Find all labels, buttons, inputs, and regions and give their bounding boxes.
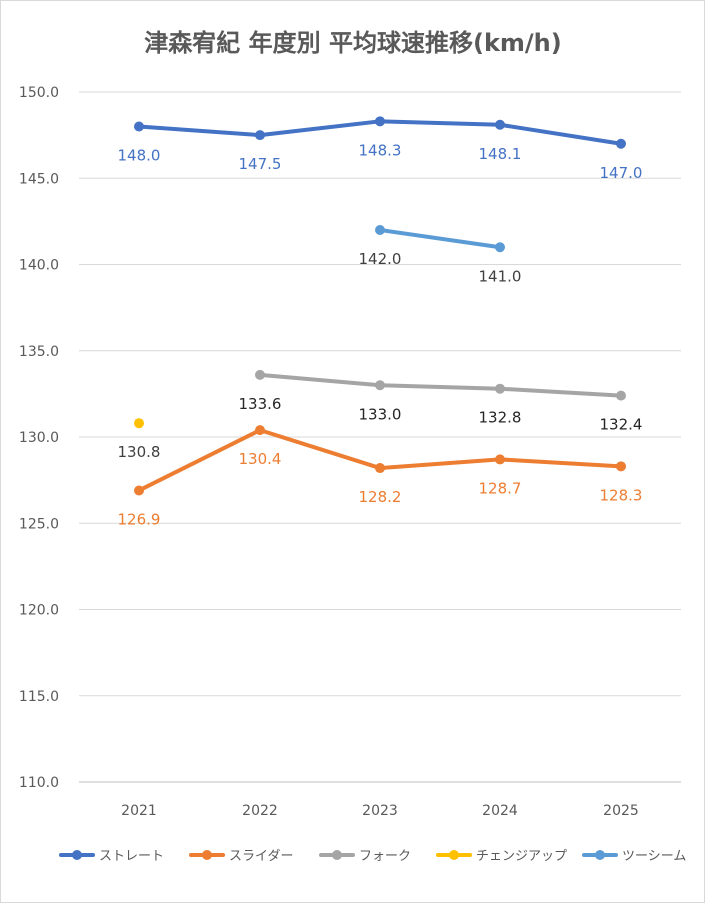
y-tick-label: 110.0: [19, 775, 59, 791]
data-point: [134, 418, 144, 429]
data-label: 128.3: [600, 486, 643, 504]
data-label: 130.4: [239, 450, 282, 468]
data-label: 128.7: [479, 479, 522, 497]
legend-label: ストレート: [99, 849, 164, 864]
legend-label: ツーシーム: [622, 849, 686, 864]
data-label: 126.9: [118, 510, 161, 528]
series-3: [134, 418, 144, 429]
data-point: [616, 138, 626, 149]
gridlines: [79, 91, 681, 783]
data-label: 148.1: [479, 145, 522, 163]
x-tick-label: 2022: [242, 803, 278, 819]
series-line-segment: [258, 119, 382, 138]
data-label: 147.0: [600, 164, 643, 182]
data-label: 133.0: [359, 405, 402, 423]
legend-swatch-marker: [332, 850, 342, 860]
series-line-segment: [378, 228, 502, 250]
data-label: 130.8: [118, 443, 161, 461]
series-line-segment: [258, 428, 382, 471]
y-tick-label: 150.0: [19, 85, 59, 101]
data-point: [375, 463, 385, 474]
series-line-segment: [258, 372, 382, 388]
data-label: 128.2: [359, 488, 402, 506]
y-axis: 110.0 115.0 120.0 125.0 130.0 135.0 140.0 145.0…: [19, 85, 59, 791]
data-label: 133.6: [239, 395, 282, 413]
data-point: [375, 116, 385, 127]
legend-item: ストレート: [59, 849, 164, 864]
legend-item: ツーシーム: [582, 849, 686, 864]
legend-swatch-marker: [202, 850, 212, 860]
series-line-segment: [137, 428, 262, 493]
data-point: [255, 369, 265, 380]
data-label: 147.5: [239, 155, 282, 173]
data-point: [616, 461, 626, 472]
series-line-segment: [137, 124, 262, 138]
y-tick-label: 130.0: [19, 430, 59, 446]
data-label: 148.0: [118, 147, 161, 165]
chart-title: 津森宥紀 年度別 平均球速推移(km/h): [144, 29, 561, 57]
legend: ストレート スライダー フォーク チェンジアップ ツーシーム: [59, 849, 686, 864]
data-label: 142.0: [359, 250, 402, 268]
data-point: [495, 242, 505, 253]
series-2: [255, 369, 626, 401]
data-point: [495, 383, 505, 394]
x-tick-label: 2021: [121, 803, 157, 819]
data-point: [495, 454, 505, 465]
series-line-segment: [378, 119, 502, 127]
x-axis: 2021 2022 2023 2024 2025: [121, 803, 639, 819]
y-tick-label: 125.0: [19, 516, 59, 532]
y-tick-label: 115.0: [19, 689, 59, 705]
data-point: [134, 485, 144, 496]
x-tick-label: 2023: [362, 803, 398, 819]
series-group: [134, 116, 626, 496]
legend-label: フォーク: [359, 849, 411, 864]
y-tick-label: 140.0: [19, 258, 59, 274]
series-0: [134, 116, 626, 149]
legend-swatch-marker: [595, 850, 605, 860]
data-point: [255, 425, 265, 436]
series-line-segment: [378, 457, 502, 471]
series-line-segment: [498, 457, 623, 469]
data-point: [134, 121, 144, 132]
y-tick-label: 135.0: [19, 344, 59, 360]
data-label: 148.3: [359, 141, 402, 159]
series-1: [134, 425, 626, 496]
legend-label: スライダー: [229, 849, 293, 864]
legend-item: フォーク: [319, 849, 411, 864]
legend-label: チェンジアップ: [476, 849, 567, 864]
data-label: 132.8: [479, 409, 522, 427]
legend-swatch-marker: [449, 850, 459, 860]
data-labels: 148.0 147.5 148.3 148.1 147.0 126.9 130.4 128.2…: [118, 141, 643, 528]
y-tick-label: 145.0: [19, 171, 59, 187]
data-point: [495, 119, 505, 130]
series-line-segment: [378, 383, 502, 391]
y-tick-label: 120.0: [19, 603, 59, 619]
legend-swatch-marker: [72, 850, 82, 860]
data-point: [255, 130, 265, 141]
x-tick-label: 2025: [603, 803, 639, 819]
series-4: [375, 225, 505, 253]
legend-item: チェンジアップ: [436, 849, 567, 864]
series-line-segment: [498, 122, 623, 146]
data-label: 141.0: [479, 267, 522, 285]
x-tick-label: 2024: [482, 803, 518, 819]
data-label: 132.4: [600, 416, 643, 434]
data-point: [375, 380, 385, 391]
legend-item: スライダー: [189, 849, 293, 864]
series-line-segment: [498, 386, 623, 398]
data-point: [616, 390, 626, 401]
data-point: [375, 225, 385, 235]
